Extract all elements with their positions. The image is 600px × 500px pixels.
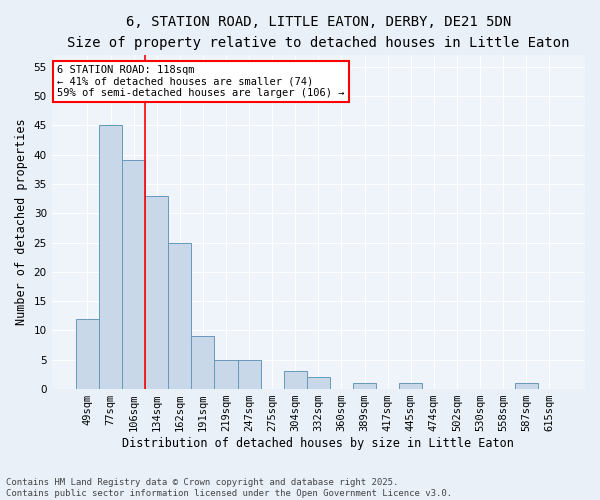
Bar [307, 378, 330, 389]
Bar [284, 372, 307, 389]
Bar [99, 126, 122, 389]
Bar [515, 383, 538, 389]
Bar [191, 336, 214, 389]
Bar [76, 318, 99, 389]
Bar [353, 383, 376, 389]
X-axis label: Distribution of detached houses by size in Little Eaton: Distribution of detached houses by size … [122, 437, 514, 450]
Text: 6 STATION ROAD: 118sqm
← 41% of detached houses are smaller (74)
59% of semi-det: 6 STATION ROAD: 118sqm ← 41% of detached… [57, 65, 344, 98]
Bar [214, 360, 238, 389]
Bar [238, 360, 260, 389]
Bar [145, 196, 168, 389]
Bar [399, 383, 422, 389]
Bar [168, 242, 191, 389]
Title: 6, STATION ROAD, LITTLE EATON, DERBY, DE21 5DN
Size of property relative to deta: 6, STATION ROAD, LITTLE EATON, DERBY, DE… [67, 15, 569, 50]
Bar [122, 160, 145, 389]
Y-axis label: Number of detached properties: Number of detached properties [15, 118, 28, 326]
Text: Contains HM Land Registry data © Crown copyright and database right 2025.
Contai: Contains HM Land Registry data © Crown c… [6, 478, 452, 498]
